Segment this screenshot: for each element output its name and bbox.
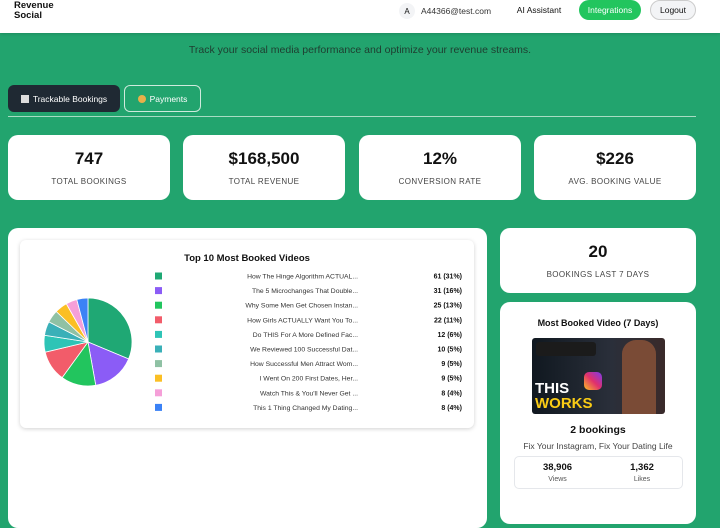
video-metrics: 38,906 Views 1,362 Likes [514, 456, 683, 489]
instagram-icon [584, 372, 602, 390]
divider [8, 116, 696, 117]
tab-icon [137, 94, 146, 103]
stat-value: $168,500 [228, 149, 300, 168]
value-label: 31 (16%) [434, 288, 462, 295]
legend-swatch [155, 403, 162, 411]
stat-card: 20 BOOKINGS LAST 7 DAYS [500, 228, 696, 293]
stat-card: $168,500 TOTAL REVENUE [183, 135, 345, 200]
stat-label: AVG. BOOKING VALUE [568, 177, 662, 186]
stat-label: CONVERSION RATE [398, 177, 482, 186]
metric-value: 1,362 [630, 462, 654, 473]
value-label: 25 (13%) [434, 303, 462, 310]
stat-label: TOTAL BOOKINGS [51, 177, 127, 186]
legend-label: How Successful Men Attract Wom... [250, 361, 358, 368]
nav-button[interactable]: Logout [650, 0, 696, 20]
video-title: Fix Your Instagram, Fix Your Dating Life [523, 441, 673, 451]
value-label: 22 (11%) [434, 317, 462, 324]
stat-card: 12% CONVERSION RATE [359, 135, 521, 200]
video-card: Most Booked Video (7 Days) THIS WORKS 2 … [500, 302, 696, 524]
legend-swatch [155, 301, 162, 309]
legend-label: I Went On 200 First Dates, Her... [260, 376, 359, 383]
pie-slice [87, 297, 133, 360]
video-bookings: 2 bookings [570, 424, 626, 436]
nav-button[interactable]: AI Assistant [516, 5, 562, 15]
thumbnail: THIS WORKS [532, 338, 665, 414]
thumbnail-chat [536, 342, 596, 356]
thumbnail-text: WORKS [535, 395, 593, 412]
legend-swatch [155, 316, 162, 324]
tab-icon [20, 94, 29, 103]
stat-label: TOTAL REVENUE [228, 177, 300, 186]
tab-label: Payments [149, 93, 188, 104]
legend-label: Watch This & You'll Never Get ... [260, 390, 358, 397]
stat-value: 20 [588, 242, 608, 261]
legend-label: Do THIS For A More Defined Fac... [253, 332, 358, 339]
legend-swatch [155, 287, 162, 295]
chart-panel: Top 10 Most Booked Videos How The Hinge … [8, 228, 487, 528]
video-card-title: Most Booked Video (7 Days) [537, 318, 659, 328]
legend-swatch [155, 330, 162, 338]
stat-value: 12% [422, 149, 458, 168]
stat-card: $226 AVG. BOOKING VALUE [534, 135, 696, 200]
tab[interactable]: Payments [124, 85, 201, 112]
legend-swatch [155, 389, 162, 397]
avatar: A [399, 3, 415, 19]
chart-title: Top 10 Most Booked Videos [184, 253, 310, 264]
header: Revenue Social A A44366@test.com AI Assis… [0, 0, 720, 33]
legend-swatch [155, 360, 162, 368]
stat-value: 747 [74, 149, 104, 168]
email: A44366@test.com [421, 6, 492, 16]
subtitle: Track your social media performance and … [188, 44, 532, 56]
chart-card: Top 10 Most Booked Videos How The Hinge … [20, 240, 474, 428]
legend-label: The 5 Microchanges That Double... [252, 288, 358, 295]
legend-label: We Reviewed 100 Successful Dat... [250, 347, 358, 354]
value-label: 61 (31%) [434, 274, 462, 281]
legend-label: This 1 Thing Changed My Dating... [253, 405, 358, 412]
value-label: 10 (5%) [437, 347, 462, 354]
stat-label: BOOKINGS LAST 7 DAYS [546, 270, 650, 279]
legend-label: Why Some Men Get Chosen Instan... [245, 303, 358, 310]
legend-swatch [155, 345, 162, 353]
metric-label: Views [548, 476, 567, 483]
stat-value: $226 [596, 149, 634, 168]
value-label: 8 (4%) [441, 405, 462, 412]
value-label: 8 (4%) [441, 390, 462, 397]
pie-slice [76, 297, 89, 343]
value-label: 9 (5%) [441, 361, 462, 368]
value-label: 9 (5%) [441, 376, 462, 383]
thumbnail-text: THIS [535, 380, 570, 397]
value-label: 12 (6%) [437, 332, 462, 339]
logo-line: Social [14, 10, 42, 21]
logo[interactable]: Revenue Social [14, 1, 54, 21]
logo-line: Revenue [14, 0, 54, 11]
tab-label: Trackable Bookings [32, 93, 108, 104]
chart: Top 10 Most Booked Videos How The Hinge … [43, 253, 462, 412]
legend-swatch [155, 272, 162, 280]
legend-label: How The Hinge Algorithm ACTUAL... [247, 274, 358, 281]
metric-value: 38,906 [542, 462, 573, 473]
nav-button[interactable]: Integrations [579, 0, 641, 20]
legend-swatch [155, 374, 162, 382]
metric-label: Likes [633, 476, 651, 483]
legend-label: How Girls ACTUALLY Want You To... [247, 317, 358, 324]
stat-card: 747 TOTAL BOOKINGS [8, 135, 170, 200]
tab[interactable]: Trackable Bookings [8, 85, 120, 112]
thumbnail-person [622, 340, 656, 414]
